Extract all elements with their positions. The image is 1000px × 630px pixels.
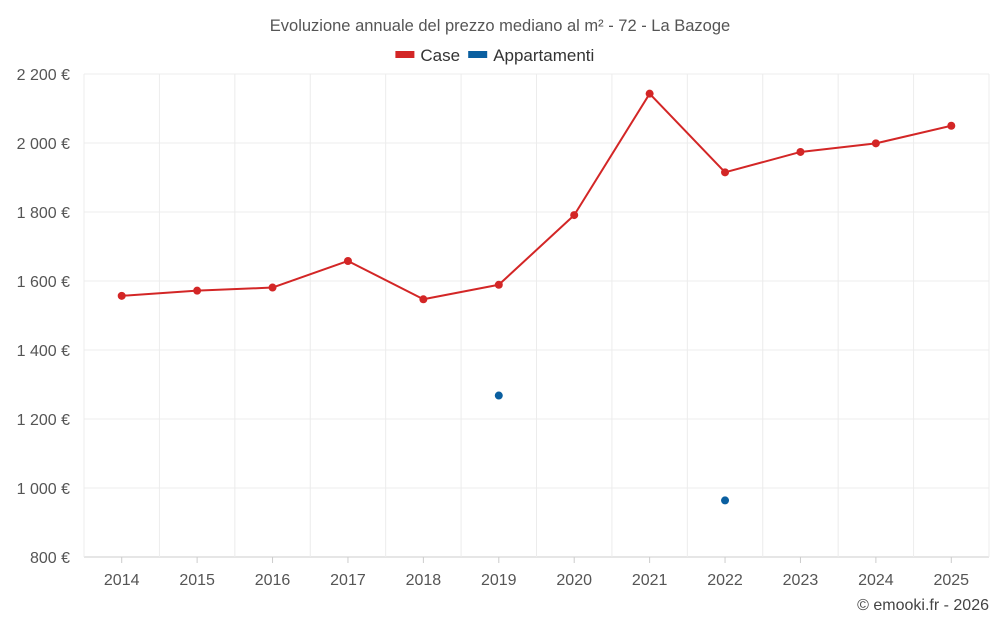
- data-point-case-2017[interactable]: [343, 256, 352, 265]
- legend-label: Case: [420, 46, 460, 65]
- footer-credit: © emooki.fr - 2026: [857, 597, 989, 614]
- data-point-case-2019[interactable]: [494, 280, 503, 289]
- x-tick-label: 2025: [933, 572, 969, 589]
- data-point-case-2015[interactable]: [193, 286, 202, 295]
- x-tick-label: 2023: [783, 572, 819, 589]
- x-tick-label: 2017: [330, 572, 366, 589]
- y-axis: 800 € 1 000 € 1 200 € 1 400 € 1 600 € 1 800 €…: [17, 67, 70, 567]
- x-tick-label: 2022: [707, 572, 743, 589]
- y-tick-label: 2 000 €: [17, 136, 70, 153]
- y-tick-label: 1 800 €: [17, 205, 70, 222]
- y-tick-label: 1 200 €: [17, 412, 70, 429]
- x-tick-label: 2016: [255, 572, 291, 589]
- legend-item-case[interactable]: Case: [395, 46, 460, 65]
- x-axis: 2014 2015 2016 2017 2018 2019 2020 2021 2022 2023…: [104, 557, 969, 589]
- data-point-case-2023[interactable]: [796, 147, 805, 156]
- x-tick-label: 2018: [406, 572, 442, 589]
- data-point-case-2025[interactable]: [947, 121, 956, 130]
- series-line-case: [121, 92, 952, 301]
- x-tick-label: 2021: [632, 572, 668, 589]
- x-tick-label: 2020: [556, 572, 592, 589]
- y-tick-label: 800 €: [30, 550, 70, 567]
- data-point-case-2016[interactable]: [268, 283, 277, 292]
- data-point-case-2022[interactable]: [721, 168, 730, 177]
- x-tick-label: 2024: [858, 572, 894, 589]
- data-point-case-2014[interactable]: [117, 291, 126, 300]
- y-tick-label: 2 200 €: [17, 67, 70, 84]
- data-point-case-2021[interactable]: [645, 89, 654, 98]
- y-tick-label: 1 400 €: [17, 343, 70, 360]
- data-point-case-2020[interactable]: [570, 211, 579, 220]
- legend-label: Appartamenti: [493, 46, 594, 65]
- data-point-appartamenti-2022[interactable]: [721, 496, 730, 505]
- y-tick-label: 1 600 €: [17, 274, 70, 291]
- legend-item-appartamenti[interactable]: Appartamenti: [468, 46, 594, 65]
- data-point-case-2024[interactable]: [871, 139, 880, 148]
- y-tick-label: 1 000 €: [17, 481, 70, 498]
- legend: Case Appartamenti: [395, 46, 594, 65]
- chart-title: Evoluzione annuale del prezzo mediano al…: [270, 17, 730, 35]
- x-tick-label: 2014: [104, 572, 140, 589]
- legend-swatch: [395, 51, 415, 58]
- x-tick-label: 2019: [481, 572, 517, 589]
- series-layer: [117, 89, 956, 505]
- data-point-case-2018[interactable]: [419, 295, 428, 304]
- grid: [83, 73, 990, 558]
- x-tick-label: 2015: [179, 572, 215, 589]
- data-point-appartamenti-2019[interactable]: [494, 391, 503, 400]
- legend-swatch: [468, 51, 488, 58]
